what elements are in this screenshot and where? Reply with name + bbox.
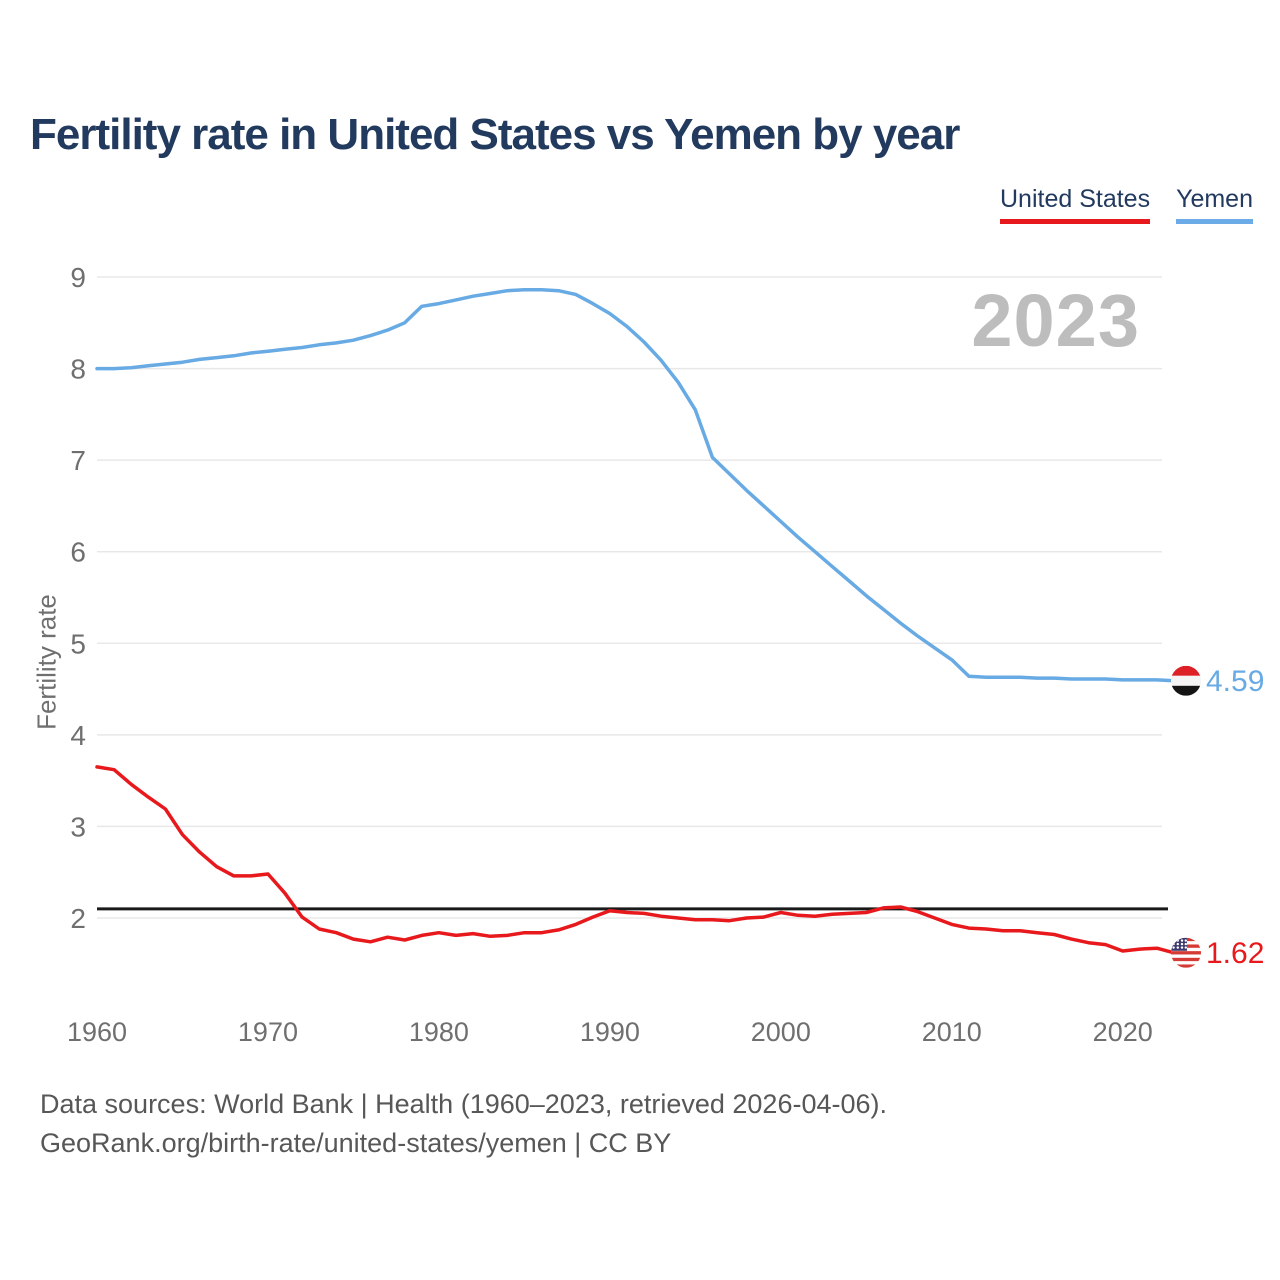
us-end-value: 1.62 — [1206, 937, 1264, 970]
x-tick-label: 1980 — [409, 1017, 469, 1047]
y-tick-label: 4 — [70, 720, 86, 751]
y-tick-label: 5 — [70, 628, 86, 659]
x-tick-label: 2020 — [1093, 1017, 1153, 1047]
x-tick-label: 1960 — [67, 1017, 127, 1047]
y-tick-label: 2 — [70, 903, 86, 934]
legend-item-united-states[interactable]: United States — [999, 185, 1151, 224]
us-flag-icon — [1171, 937, 1201, 968]
legend: United States Yemen — [999, 185, 1253, 224]
x-tick-label: 1990 — [580, 1017, 640, 1047]
chart-title: Fertility rate in United States vs Yemen… — [30, 110, 960, 159]
us-line — [95, 765, 1176, 955]
x-tick-label: 2000 — [751, 1017, 811, 1047]
x-tick-label: 1970 — [238, 1017, 298, 1047]
footer-data-sources: Data sources: World Bank | Health (1960–… — [40, 1089, 887, 1119]
y-tick-label: 9 — [70, 262, 86, 293]
footer: Data sources: World Bank | Health (1960–… — [40, 1085, 887, 1163]
x-tick-label: 2010 — [922, 1017, 982, 1047]
y-tick-label: 6 — [70, 537, 86, 568]
y-tick-label: 7 — [70, 445, 86, 476]
yemen-line — [95, 288, 1176, 683]
legend-item-yemen[interactable]: Yemen — [1176, 185, 1253, 224]
year-watermark: 2023 — [971, 279, 1140, 362]
yemen-end-value: 4.59 — [1206, 665, 1264, 698]
footer-attribution: GeoRank.org/birth-rate/united-states/yem… — [40, 1128, 672, 1158]
yemen-flag-icon — [1171, 665, 1201, 696]
y-tick-label: 8 — [70, 354, 86, 385]
y-tick-label: 3 — [70, 811, 86, 842]
